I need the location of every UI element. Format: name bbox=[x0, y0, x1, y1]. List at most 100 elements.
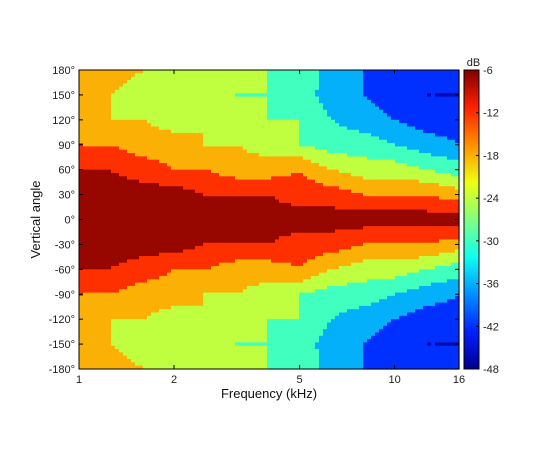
heatmap-cell bbox=[315, 139, 320, 144]
heatmap-cell bbox=[439, 229, 444, 234]
heatmap-cell bbox=[91, 126, 96, 131]
heatmap-cell bbox=[167, 143, 172, 148]
heatmap-cell bbox=[259, 146, 264, 151]
heatmap-cell bbox=[251, 196, 256, 201]
heatmap-cell bbox=[175, 186, 180, 191]
heatmap-cell bbox=[111, 93, 116, 98]
heatmap-cell bbox=[339, 219, 344, 224]
heatmap-cell bbox=[167, 136, 172, 141]
heatmap-cell bbox=[423, 179, 428, 184]
heatmap-cell bbox=[151, 73, 156, 78]
heatmap-cell bbox=[411, 119, 416, 124]
heatmap-cell bbox=[379, 106, 384, 111]
heatmap-cell bbox=[371, 109, 376, 114]
heatmap-cell bbox=[187, 116, 192, 121]
heatmap-cell bbox=[251, 199, 256, 204]
heatmap-cell bbox=[295, 113, 300, 118]
heatmap-cell bbox=[435, 182, 440, 187]
heatmap-cell bbox=[167, 149, 172, 154]
heatmap-cell bbox=[195, 136, 200, 141]
heatmap-cell bbox=[207, 149, 212, 154]
heatmap-cell bbox=[183, 106, 188, 111]
heatmap-cell bbox=[107, 149, 112, 154]
heatmap-cell bbox=[455, 159, 460, 164]
heatmap-cell bbox=[111, 236, 116, 241]
heatmap-cell bbox=[263, 182, 268, 187]
heatmap-cell bbox=[255, 239, 260, 244]
heatmap-cell bbox=[159, 222, 164, 227]
heatmap-cell bbox=[107, 232, 112, 237]
heatmap-cell bbox=[343, 96, 348, 101]
heatmap-cell bbox=[415, 172, 420, 177]
heatmap-cell bbox=[199, 113, 204, 118]
heatmap-cell bbox=[379, 169, 384, 174]
heatmap-cell bbox=[403, 166, 408, 171]
heatmap-cell bbox=[303, 232, 308, 237]
heatmap-cell bbox=[423, 96, 428, 101]
heatmap-cell bbox=[247, 123, 252, 128]
heatmap-cell bbox=[211, 192, 216, 197]
heatmap-cell bbox=[287, 236, 292, 241]
heatmap-cell bbox=[123, 209, 128, 214]
heatmap-cell bbox=[391, 73, 396, 78]
heatmap-cell bbox=[371, 189, 376, 194]
heatmap-cell bbox=[283, 219, 288, 224]
heatmap-cell bbox=[319, 86, 324, 91]
heatmap-cell bbox=[231, 172, 236, 177]
heatmap-cell bbox=[407, 79, 412, 84]
heatmap-cell bbox=[211, 96, 216, 101]
heatmap-cell bbox=[103, 222, 108, 227]
heatmap-cell bbox=[119, 199, 124, 204]
heatmap-cell bbox=[279, 103, 284, 108]
heatmap-cell bbox=[203, 149, 208, 154]
heatmap-cell bbox=[159, 219, 164, 224]
heatmap-cell bbox=[431, 93, 436, 98]
heatmap-cell bbox=[351, 239, 356, 244]
heatmap-cell bbox=[451, 229, 456, 234]
heatmap-cell bbox=[355, 209, 360, 214]
heatmap-cell bbox=[103, 96, 108, 101]
heatmap-cell bbox=[391, 192, 396, 197]
heatmap-cell bbox=[139, 179, 144, 184]
heatmap-cell bbox=[143, 216, 148, 221]
heatmap-cell bbox=[215, 76, 220, 81]
heatmap-cell bbox=[359, 136, 364, 141]
heatmap-cell bbox=[263, 93, 268, 98]
heatmap-cell bbox=[375, 169, 380, 174]
heatmap-cell bbox=[103, 156, 108, 161]
heatmap-cell bbox=[123, 86, 128, 91]
heatmap-cell bbox=[259, 96, 264, 101]
heatmap-cell bbox=[87, 242, 92, 247]
heatmap-cell bbox=[383, 199, 388, 204]
heatmap-cell bbox=[263, 89, 268, 94]
heatmap-cell bbox=[79, 119, 84, 124]
heatmap-cell bbox=[371, 206, 376, 211]
heatmap-cell bbox=[191, 222, 196, 227]
heatmap-cell bbox=[255, 76, 260, 81]
heatmap-cell bbox=[207, 226, 212, 231]
heatmap-cell bbox=[407, 153, 412, 157]
heatmap-cell bbox=[279, 176, 284, 181]
heatmap-cell bbox=[379, 202, 384, 207]
heatmap-cell bbox=[439, 186, 444, 191]
heatmap-cell bbox=[159, 236, 164, 241]
heatmap-cell bbox=[171, 109, 176, 114]
heatmap-cell bbox=[95, 136, 100, 141]
heatmap-cell bbox=[451, 113, 456, 118]
heatmap-cell bbox=[291, 182, 296, 187]
heatmap-cell bbox=[403, 169, 408, 174]
heatmap-cell bbox=[219, 242, 224, 247]
heatmap-cell bbox=[131, 196, 136, 201]
heatmap-cell bbox=[411, 143, 416, 148]
heatmap-cell bbox=[99, 89, 104, 94]
heatmap-cell bbox=[431, 199, 436, 204]
heatmap-cell bbox=[275, 153, 280, 157]
heatmap-cell bbox=[407, 172, 412, 177]
heatmap-cell bbox=[199, 236, 204, 241]
heatmap-cell bbox=[439, 79, 444, 84]
heatmap-cell bbox=[259, 73, 264, 78]
heatmap-cell bbox=[99, 106, 104, 111]
heatmap-cell bbox=[199, 229, 204, 234]
heatmap-cell bbox=[115, 242, 120, 247]
heatmap-cell bbox=[95, 96, 100, 101]
